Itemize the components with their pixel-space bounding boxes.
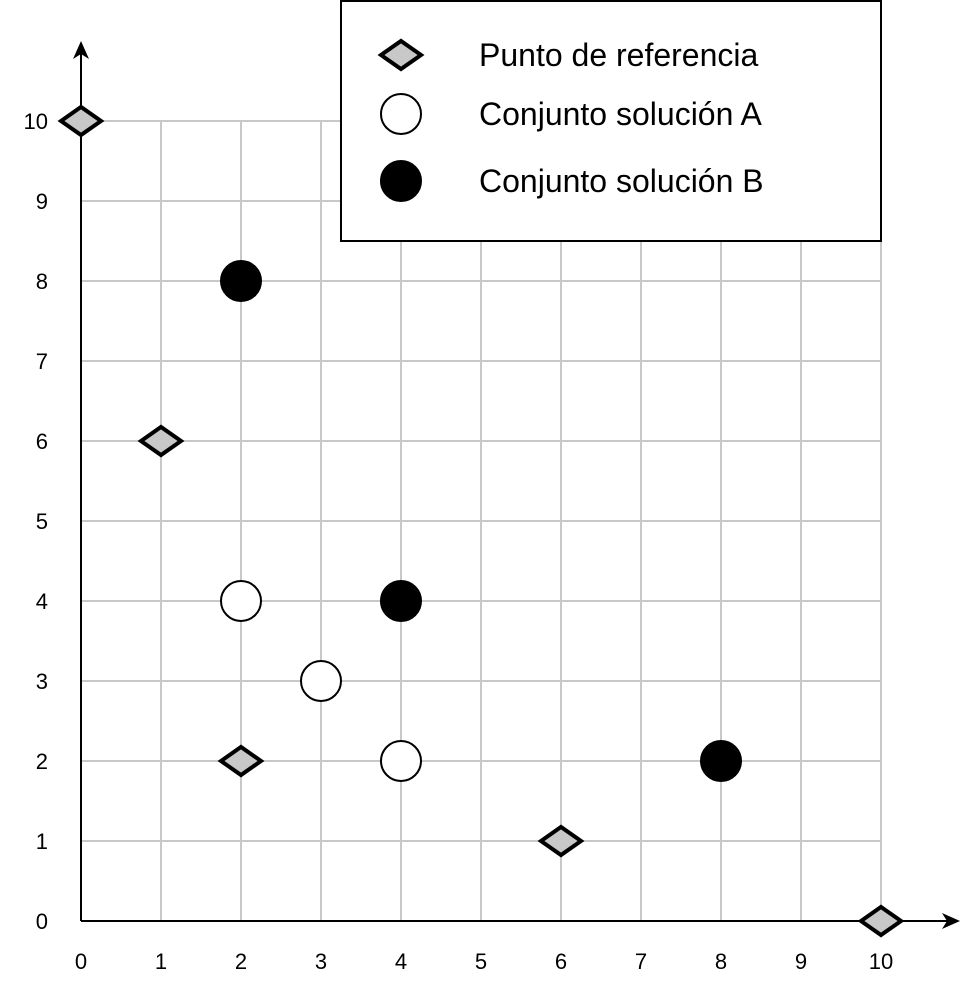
legend: Punto de referencia Conjunto solución A Co…: [340, 0, 882, 242]
y-tick-label: 10: [24, 109, 48, 134]
solution-b-point: [700, 740, 742, 782]
x-tick-label: 1: [155, 949, 167, 974]
y-tick-label: 2: [36, 749, 48, 774]
reference-point: [57, 104, 105, 138]
x-tick-label: 9: [795, 949, 807, 974]
reference-point: [857, 904, 905, 938]
y-tick-label: 9: [36, 189, 48, 214]
legend-label: Conjunto solución A: [479, 96, 763, 132]
legend-label: Conjunto solución B: [479, 163, 764, 199]
reference-point: [137, 424, 185, 458]
y-tick-label: 0: [36, 909, 48, 934]
y-tick-label: 3: [36, 669, 48, 694]
y-tick-labels: 0 1 2 3 4 5 6 7 8 9 10: [24, 109, 48, 934]
y-tick-label: 1: [36, 829, 48, 854]
legend-marker-solution-a: [380, 93, 422, 135]
legend-marker-reference: [377, 38, 425, 72]
y-tick-label: 8: [36, 269, 48, 294]
y-tick-label: 6: [36, 429, 48, 454]
data-points: [57, 104, 905, 938]
solution-b-point: [380, 580, 422, 622]
y-tick-label: 5: [36, 509, 48, 534]
x-tick-labels: 0 1 2 3 4 5 6 7 8 9 10: [75, 949, 893, 974]
x-tick-label: 6: [555, 949, 567, 974]
x-tick-label: 3: [315, 949, 327, 974]
x-tick-label: 7: [635, 949, 647, 974]
y-axis-arrow: [73, 41, 89, 59]
reference-point: [217, 744, 265, 778]
legend-box: [340, 0, 882, 242]
axes: [73, 41, 960, 929]
y-tick-label: 4: [36, 589, 48, 614]
legend-marker-solution-b: [380, 160, 422, 202]
reference-point: [537, 824, 585, 858]
x-tick-label: 4: [395, 949, 407, 974]
x-axis-arrow: [942, 913, 960, 929]
solution-a-point: [380, 740, 422, 782]
x-tick-label: 2: [235, 949, 247, 974]
x-tick-label: 10: [869, 949, 893, 974]
y-tick-label: 7: [36, 349, 48, 374]
solution-b-point: [220, 260, 262, 302]
x-tick-label: 8: [715, 949, 727, 974]
x-tick-label: 5: [475, 949, 487, 974]
x-tick-label: 0: [75, 949, 87, 974]
solution-a-point: [220, 580, 262, 622]
legend-label: Punto de referencia: [479, 37, 759, 73]
grid: [81, 120, 882, 921]
solution-a-point: [300, 660, 342, 702]
